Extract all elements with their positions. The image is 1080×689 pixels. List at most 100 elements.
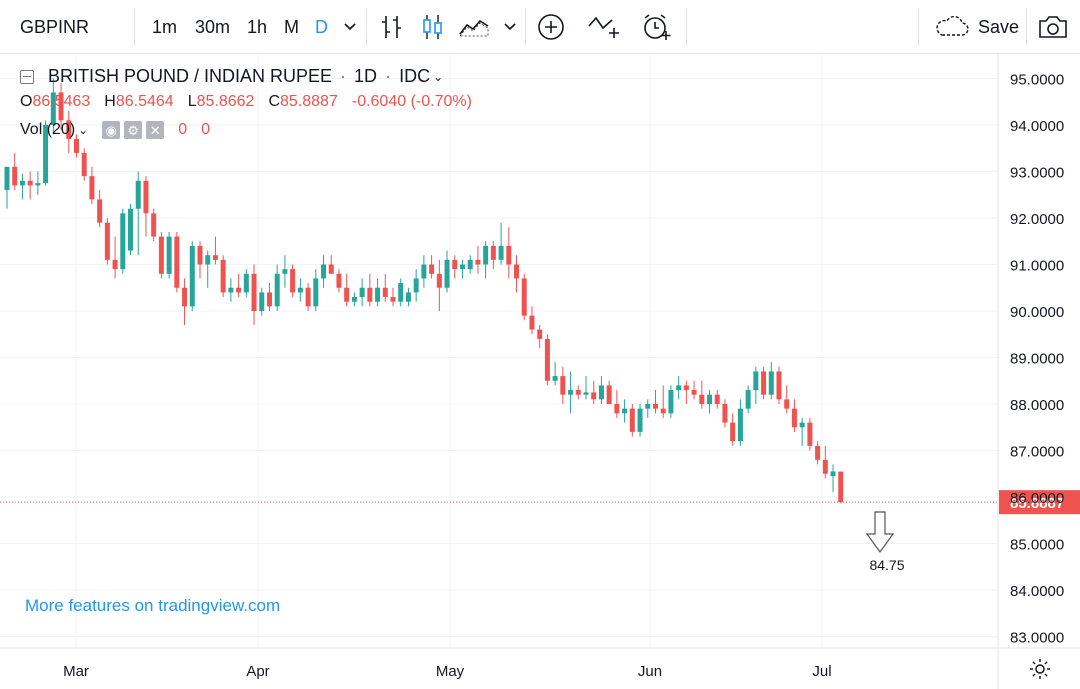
ohlc-values: O86.5463 H86.5464 L85.8662 C85.8887 -0.6… — [20, 93, 472, 111]
candle-body — [50, 92, 56, 125]
candle-body — [660, 408, 666, 414]
candle-body — [568, 390, 574, 395]
plus-circle-icon — [538, 14, 564, 40]
y-tick-label: 95.0000 — [1010, 72, 1064, 89]
down-arrow-icon — [865, 511, 895, 554]
candle-body — [676, 385, 682, 391]
bars-style-button[interactable] — [380, 0, 404, 54]
candle-body — [436, 273, 442, 288]
candle-body — [483, 245, 489, 265]
candle-body — [606, 385, 612, 404]
candle-body — [297, 287, 303, 293]
area-style-button[interactable] — [459, 0, 489, 54]
interval-day-button[interactable]: D — [315, 16, 328, 37]
y-tick-label: 93.0000 — [1010, 165, 1064, 182]
candle-body — [683, 385, 689, 391]
candle-body — [151, 213, 157, 237]
symbol-label: GBPINR — [20, 16, 90, 37]
interval-1h-button[interactable]: 1h — [247, 16, 268, 37]
promo-link[interactable]: More features on tradingview.com — [25, 596, 281, 615]
indicators-button[interactable] — [588, 0, 622, 54]
bars-icon — [382, 16, 401, 38]
candle-body — [552, 376, 558, 381]
candle-body — [637, 408, 643, 432]
candle-body — [591, 392, 597, 400]
toolbar-divider — [1026, 8, 1027, 46]
y-tick-label: 84.0000 — [1010, 583, 1064, 600]
candle-body — [761, 371, 767, 395]
open-value: 86.5463 — [32, 93, 91, 110]
alert-button[interactable] — [642, 0, 672, 54]
intervals-dropdown-button[interactable] — [343, 0, 357, 54]
candles-style-button[interactable] — [421, 0, 445, 54]
candle-body — [668, 390, 674, 414]
candle-body — [776, 371, 782, 400]
change-value: -0.6040 (-0.70%) — [351, 93, 472, 110]
collapse-legend-icon[interactable] — [20, 69, 34, 84]
candle-body — [413, 278, 419, 293]
chart-axes: 95.0000 94.0000 93.0000 92.0000 91.0000 90.00… — [0, 54, 1080, 689]
candle-body — [475, 259, 481, 265]
candle-body — [691, 390, 697, 395]
interval-1m-button[interactable]: 1m — [152, 16, 178, 37]
chart-style-dropdown-button[interactable] — [503, 0, 517, 54]
candle-body — [791, 408, 797, 428]
y-tick-label: 89.0000 — [1010, 351, 1064, 368]
low-value: 85.8662 — [196, 93, 255, 110]
candle-body — [212, 255, 218, 260]
interval-30m-button[interactable]: 30m — [195, 16, 231, 37]
candle-body — [205, 255, 211, 265]
cloud-icon — [936, 15, 969, 36]
candle-body — [521, 278, 527, 316]
volume-label: Vol (20) — [20, 121, 76, 138]
save-button[interactable]: Save — [934, 0, 1019, 54]
toolbar-divider — [525, 8, 526, 46]
chevron-down-icon[interactable]: ⌄ — [78, 123, 89, 137]
y-tick-label: 88.0000 — [1010, 397, 1064, 414]
last-price-line: 85.8887 — [0, 490, 1080, 515]
eye-icon[interactable]: ◉ — [102, 121, 121, 139]
x-tick-label: Jul — [812, 663, 831, 680]
symbol-search-button[interactable]: GBPINR — [20, 0, 89, 54]
last-price-label: 85.8887 — [1010, 495, 1064, 512]
interval-month-button[interactable]: M — [284, 16, 299, 37]
candle-body — [382, 287, 388, 298]
series-title: BRITISH POUND / INDIAN RUPEE — [48, 66, 333, 86]
snapshot-button[interactable] — [1038, 0, 1068, 54]
price-chart[interactable]: 85.8887 95.0000 94.0000 93.0000 92.0000 91.0… — [0, 54, 1080, 689]
volume-ma-value: 0 — [201, 121, 211, 138]
candle-body — [228, 287, 234, 293]
candle-body — [328, 264, 334, 274]
candle-body — [313, 278, 319, 307]
chevron-down-icon[interactable]: ⌄ — [433, 69, 444, 84]
volume-indicator-row[interactable]: Vol (20) ⌄ ◉ ⚙ ✕ 0 0 — [20, 121, 472, 139]
candle-body — [359, 287, 365, 298]
series-title-row[interactable]: BRITISH POUND / INDIAN RUPEE · 1D · IDC … — [20, 66, 472, 87]
candle-body — [336, 273, 342, 288]
candle-body — [699, 394, 705, 404]
compare-symbol-button[interactable] — [537, 0, 565, 54]
open-key: O — [20, 93, 33, 110]
candle-body — [398, 283, 404, 302]
chevron-down-icon — [344, 23, 356, 31]
candle-body — [452, 259, 458, 270]
close-key: C — [268, 93, 281, 110]
series-source: IDC — [399, 66, 431, 86]
candle-body — [321, 264, 327, 279]
series-interval: 1D — [354, 66, 378, 86]
price-annotation: 84.75 — [865, 511, 905, 573]
candle-body — [707, 394, 713, 404]
candle-body — [467, 259, 473, 270]
y-tick-label: 86.0000 — [1010, 490, 1064, 507]
separator-dot: · — [385, 66, 392, 86]
candle-body — [81, 152, 87, 177]
gear-icon[interactable] — [1029, 658, 1051, 680]
low-key: L — [187, 93, 197, 110]
candle-body — [259, 292, 265, 311]
gear-icon[interactable]: ⚙ — [124, 121, 143, 139]
candle-body — [243, 273, 249, 293]
candle-body — [822, 459, 828, 474]
candle-body — [375, 287, 381, 302]
y-tick-label: 87.0000 — [1010, 444, 1064, 461]
close-icon[interactable]: ✕ — [146, 121, 165, 139]
